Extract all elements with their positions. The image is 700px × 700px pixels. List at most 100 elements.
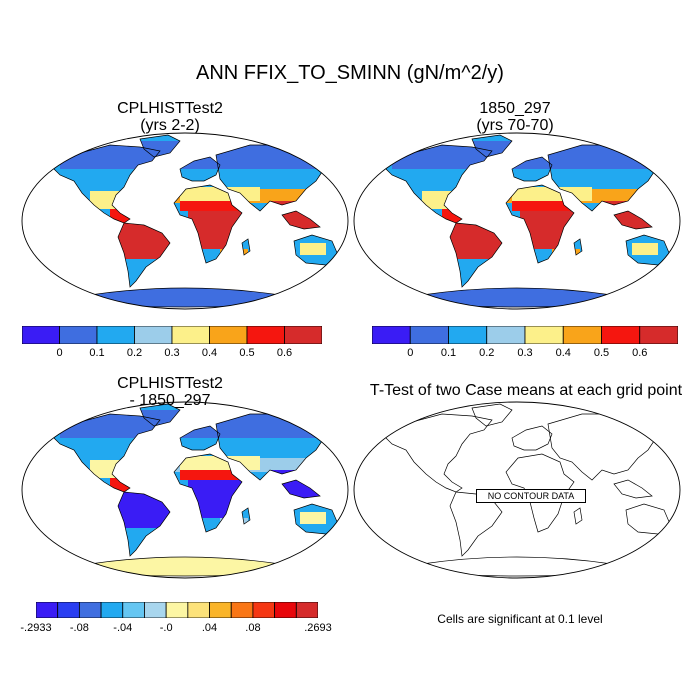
land-antarctica-fill [422,288,612,307]
coastline-madagascar [241,507,251,525]
field-patch-tropic_edge [180,470,242,480]
map-panel-ttest [353,401,681,579]
panel3-title: CPLHISTTest2 - 1850_297 [60,375,280,409]
coastline-africa [505,453,575,533]
coastline-greenland [471,403,513,427]
colorbar-swatch [22,326,60,344]
colorbar-swatch [134,326,173,344]
colorbar-swatch [486,326,526,344]
coastline-seAsia [281,210,321,230]
colorbar-tick-label: 0 [56,347,63,359]
coastline-southAmerica [117,222,171,288]
coastline-africa [173,453,243,533]
colorbar-swatch [36,602,59,618]
coastline-seAsia [613,479,653,499]
coastline-northAmerica [51,413,161,493]
panel1-title-line1: CPLHISTTest2 [117,100,223,117]
panel2-title-line1: 1850_297 [479,100,551,117]
field-patch-tropic_edge [512,201,574,211]
coastline-africa [173,184,243,264]
colorbar-swatch [246,326,285,344]
colorbar-case1 [22,326,322,344]
colorbar-tick-label: -.0 [159,622,173,634]
colorbar-swatch [209,326,248,344]
panel3-title-line1: CPLHISTTest2 [117,375,223,392]
colorbar-swatch [59,326,98,344]
map-panel-case1 [21,132,349,310]
colorbar-tick-label: 0 [407,347,414,359]
land-antarctica-fill [90,288,280,307]
colorbar-swatch [165,602,189,618]
panel1-title: CPLHISTTest2 (yrs 2-2) [60,100,280,134]
colorbar-tick-label: 0.4 [555,347,571,359]
field-patch-tropic_edge [110,478,150,492]
panel1-title-line2: (yrs 2-2) [140,117,200,134]
field-patch-tropic [602,201,657,231]
significance-note: Cells are significant at 0.1 level [437,612,603,626]
coastline-greenland [139,134,181,158]
colorbar-swatch [274,602,297,618]
land-antarctica-fill [90,557,280,576]
colorbar-tick-label: 0.5 [593,347,610,359]
field-patch-tropic [118,223,170,259]
colorbar-swatch [284,326,322,344]
coastline-europe [511,425,553,451]
panel4-title: T-Test of two Case means at each grid po… [356,382,696,399]
field-patch-tropic [450,223,502,259]
colorbar-tick-label: .08 [245,622,261,634]
colorbar-swatch [230,602,254,618]
coastline-europe [179,156,221,182]
panel2-title: 1850_297 (yrs 70-70) [415,100,615,134]
coastline-europe [179,425,221,451]
colorbar-tick-label: 0.6 [276,347,293,359]
panel3-title-line2: - 1850_297 [129,392,211,409]
colorbar-swatch [295,602,318,618]
coastline-seAsia [613,210,653,230]
coastline-southAmerica [449,222,503,288]
colorbar-swatch [78,602,102,618]
map-border [21,132,349,310]
coastline-greenland [139,403,181,427]
colorbar-swatch [187,602,210,618]
panel4-title-line1: T-Test of two Case means at each grid po… [369,382,683,399]
coastline-australia [625,503,671,535]
field-patch-dry [632,243,658,255]
colorbar-tick-label: .04 [201,622,218,634]
field-patch-tropic [270,470,325,500]
field-patch-tropic_edge [110,209,150,223]
coastline-madagascar [241,238,251,256]
field-patch-semi [220,249,248,263]
field-patch-dry [300,512,326,524]
colorbar-tick-label: 0.2 [126,347,143,359]
field-patch-tropic [118,492,170,528]
coastline-northAmerica [383,144,493,224]
panel2-title-line2: (yrs 70-70) [476,117,554,134]
colorbar-tick-label: 0.3 [517,347,533,359]
field-patch-semi [220,518,248,532]
map-panel-case2 [353,132,681,310]
colorbar-swatch [639,326,678,344]
colorbar-swatch [448,326,488,344]
coastline-antarctica [421,556,613,577]
map-panel-difference [21,401,349,579]
field-patch-tropic_edge [180,201,242,211]
field-patch-semi [552,249,580,263]
colorbar-tick-label: 0.1 [89,347,105,359]
colorbar-swatch [524,326,564,344]
coastline-greenland [471,134,513,158]
colorbar-swatch [409,326,449,344]
field-patch-tropic [188,211,242,249]
coastline-southAmerica [117,491,171,557]
field-patch-tropic [270,201,325,231]
coastline-northAmerica [383,413,493,493]
coastline-asia [547,413,669,481]
coastline-africa [505,184,575,264]
colorbar-swatch [252,602,276,618]
colorbar-case2 [372,326,678,344]
figure-title: ANN FFIX_TO_SMINN (gN/m^2/y) [196,62,504,84]
field-patch-dry [300,243,326,255]
colorbar-swatch [171,326,210,344]
colorbar-swatch [57,602,80,618]
colorbar-tick-label: 0.2 [479,347,495,359]
colorbar-swatch [209,602,232,618]
